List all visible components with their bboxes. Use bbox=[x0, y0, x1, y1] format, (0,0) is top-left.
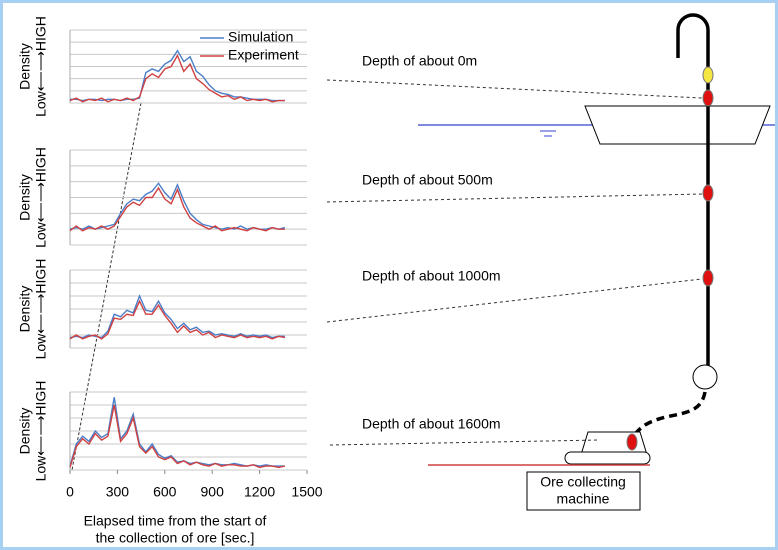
depth-label: Depth of about 1600m bbox=[362, 416, 501, 432]
flexible-hose bbox=[632, 392, 705, 442]
machine-track bbox=[565, 452, 650, 464]
chart: Depth of about 0m Depth of about 500m De… bbox=[3, 3, 775, 547]
sensor bbox=[627, 434, 637, 450]
y-axis-label: Density bbox=[17, 174, 33, 221]
leader-line bbox=[330, 440, 600, 445]
depth-label: Depth of about 500m bbox=[362, 172, 493, 188]
sensor bbox=[703, 67, 713, 83]
leader-line bbox=[327, 279, 702, 322]
y-axis-label: Low⟵⟶HIGH bbox=[33, 147, 49, 248]
data-line bbox=[70, 397, 285, 466]
y-axis-label: Low⟵⟶HIGH bbox=[33, 381, 49, 482]
depth-label: Depth of about 1000m bbox=[362, 268, 501, 284]
machine-label: Ore collecting bbox=[540, 474, 626, 490]
sensor bbox=[703, 270, 713, 286]
x-axis-label: Elapsed time from the start of bbox=[84, 513, 267, 529]
sensor bbox=[703, 185, 713, 201]
hook bbox=[678, 15, 708, 98]
x-tick-label: 1500 bbox=[291, 484, 322, 500]
diagram bbox=[327, 15, 775, 510]
pump bbox=[693, 365, 717, 389]
vessel bbox=[585, 106, 770, 144]
x-tick-label: 900 bbox=[201, 484, 225, 500]
data-line bbox=[70, 188, 285, 231]
x-tick-label: 1200 bbox=[244, 484, 275, 500]
machine-label: machine bbox=[557, 491, 610, 507]
x-tick-label: 300 bbox=[106, 484, 130, 500]
legend-label: Simulation bbox=[228, 29, 293, 45]
data-line bbox=[70, 405, 285, 467]
depth-label: Depth of about 0m bbox=[362, 53, 477, 69]
y-axis-label: Low⟵⟶HIGH bbox=[33, 259, 49, 360]
x-tick-label: 600 bbox=[153, 484, 177, 500]
figure: Depth of about 0m Depth of about 500m De… bbox=[0, 0, 778, 550]
y-axis-label: Density bbox=[17, 286, 33, 333]
leader-line bbox=[327, 80, 702, 98]
x-axis-label: the collection of ore [sec.] bbox=[96, 530, 255, 546]
y-axis-label: Low⟵⟶HIGH bbox=[33, 16, 49, 117]
x-tick-label: 0 bbox=[66, 484, 74, 500]
sensor bbox=[703, 90, 713, 106]
legend-label: Experiment bbox=[228, 47, 299, 63]
y-axis-label: Density bbox=[17, 43, 33, 90]
y-axis-label: Density bbox=[17, 408, 33, 455]
trend-line bbox=[72, 103, 141, 470]
leader-line bbox=[327, 194, 702, 202]
